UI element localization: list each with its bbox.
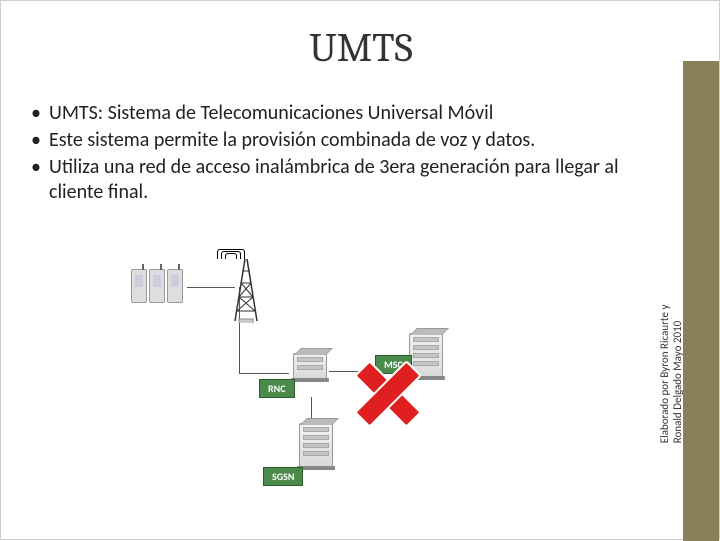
- diagram-line: [187, 287, 235, 288]
- radio-wave-icon: [223, 249, 239, 261]
- slide: UMTS UMTS: Sistema de Telecomunicaciones…: [0, 0, 720, 540]
- tower-icon: [231, 251, 261, 323]
- slide-title: UMTS: [1, 25, 720, 71]
- bullet-list: UMTS: Sistema de Telecomunicaciones Univ…: [31, 101, 651, 207]
- bullet-item: UMTS: Sistema de Telecomunicaciones Univ…: [31, 101, 651, 126]
- rnc-label: RNC: [259, 379, 295, 398]
- phone-icon: [131, 269, 147, 303]
- sgsn-label: SGSN: [263, 467, 303, 486]
- sgsn-equipment-icon: [299, 423, 333, 467]
- base-station-tower: [231, 251, 261, 328]
- bullet-item: Este sistema permite la provisión combin…: [31, 128, 651, 153]
- credit-line: Elaborado por Byron Ricaurte y: [658, 243, 671, 443]
- phone-icon: [167, 269, 183, 303]
- decorative-sidebar: [683, 61, 719, 541]
- rnc-equipment-icon: [293, 353, 327, 379]
- credit-block: Elaborado por Byron Ricaurte y Ronald De…: [659, 1, 683, 541]
- phone-icon: [149, 269, 165, 303]
- diagram-line: [239, 373, 289, 374]
- network-diagram: RNC SGSN MSC: [131, 251, 551, 501]
- mobile-handsets: [131, 269, 183, 303]
- red-cross-overlay-icon: [357, 363, 419, 425]
- credit-line: Ronald Delgado Mayo 2010: [671, 243, 684, 443]
- bullet-item: Utiliza una red de acceso inalámbrica de…: [31, 155, 651, 205]
